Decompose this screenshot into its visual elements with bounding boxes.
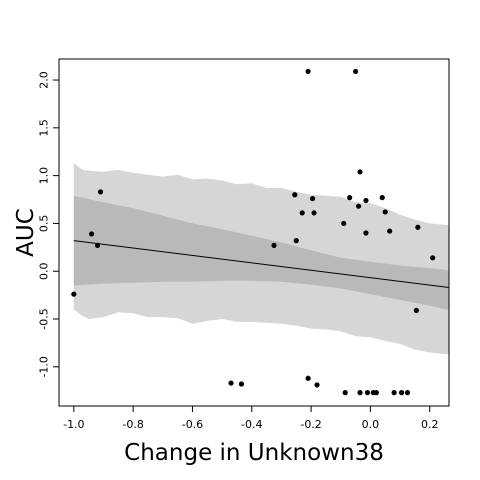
y-tick-label: -0.5 (38, 308, 51, 329)
data-point (71, 291, 77, 297)
x-tick-label: -0.4 (241, 418, 262, 431)
data-point (387, 228, 393, 234)
data-point (391, 390, 397, 396)
confidence-bands (73, 163, 450, 355)
x-tick-label: 0.2 (421, 418, 439, 431)
y-tick-label: 2.0 (38, 71, 51, 89)
y-tick-label: -1.0 (38, 356, 51, 377)
x-tick-label: -0.6 (182, 418, 203, 431)
x-tick-label: -0.2 (300, 418, 321, 431)
data-point (357, 390, 363, 396)
data-point (404, 390, 411, 396)
data-point (363, 197, 369, 204)
y-tick-label: 0.5 (38, 215, 51, 233)
data-point (299, 210, 305, 216)
data-point (238, 381, 244, 387)
data-point (94, 242, 101, 249)
x-tick-label: -0.8 (122, 418, 143, 431)
x-tick-label: 0.0 (362, 418, 380, 431)
data-point (352, 68, 359, 75)
data-point (364, 390, 371, 396)
inner-confidence-band (73, 195, 450, 311)
data-point (379, 195, 385, 201)
data-point (305, 68, 311, 75)
data-points (71, 68, 436, 396)
fit-line (73, 240, 450, 288)
y-axis-title: AUC (13, 208, 39, 257)
data-point (89, 231, 95, 237)
data-point (430, 255, 436, 261)
data-point (292, 192, 298, 198)
fit-line-group (73, 240, 450, 288)
data-point (355, 203, 362, 209)
data-point (363, 230, 369, 236)
data-point (314, 382, 320, 388)
data-point (413, 307, 419, 314)
plot-frame (58, 58, 450, 407)
data-point (357, 169, 363, 175)
data-point (309, 195, 316, 202)
data-point (97, 189, 104, 195)
data-point (293, 238, 299, 244)
data-point (342, 390, 348, 396)
data-point (398, 390, 405, 396)
data-point (373, 390, 379, 396)
data-point (341, 220, 347, 227)
data-point (382, 209, 388, 215)
data-point (228, 380, 234, 386)
data-point (347, 195, 353, 201)
y-tick-label: 1.5 (38, 119, 51, 137)
y-tick-label: 1.0 (38, 167, 51, 185)
x-tick-label: -1.0 (63, 418, 84, 431)
data-point (311, 210, 317, 216)
data-point (271, 242, 277, 249)
data-point (415, 224, 421, 230)
x-axis: -1.0 -0.8 -0.6 -0.4 -0.2 0.0 0.2 (63, 406, 438, 431)
data-point (305, 375, 311, 381)
y-tick-label: 0.0 (38, 262, 51, 280)
y-axis: -1.0 -0.5 0.0 0.5 1.0 1.5 2.0 (38, 71, 59, 378)
x-axis-title: Change in Unknown38 (124, 440, 384, 466)
